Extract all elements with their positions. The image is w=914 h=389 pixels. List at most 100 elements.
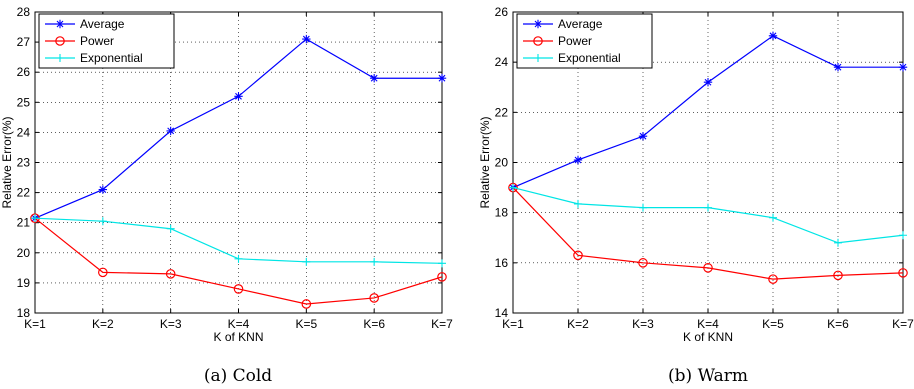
y-tick-label: 22 — [495, 105, 509, 119]
legend-swatch-marker — [55, 36, 65, 46]
data-point — [301, 299, 312, 309]
y-tick-label: 16 — [495, 256, 509, 270]
legend-label: Exponential — [80, 51, 143, 65]
data-point — [165, 269, 176, 279]
data-point — [369, 293, 379, 303]
y-tick-label: 14 — [495, 306, 509, 320]
data-point — [369, 74, 379, 83]
y-tick-label: 28 — [17, 5, 31, 19]
legend-label: Average — [558, 17, 603, 31]
series-exponential — [509, 183, 907, 247]
data-point — [769, 213, 777, 222]
x-tick-label: K=4 — [697, 317, 719, 331]
legend-label: Power — [558, 34, 592, 48]
y-tick-label: 18 — [17, 306, 31, 320]
data-point — [233, 284, 244, 294]
data-point — [234, 92, 243, 101]
y-tick-label: 27 — [17, 35, 31, 49]
series-line — [34, 217, 443, 305]
y-tick-label: 26 — [495, 5, 509, 19]
y-tick-label: 20 — [17, 246, 31, 260]
legend-swatch-marker — [533, 19, 543, 29]
data-point — [166, 126, 175, 136]
x-tick-label: K=3 — [160, 317, 182, 331]
x-tick-label: K=7 — [892, 317, 914, 331]
y-tick-label: 26 — [17, 65, 31, 79]
data-point — [573, 155, 583, 165]
data-point — [768, 31, 778, 41]
data-point — [898, 62, 908, 72]
x-tick-label: K=7 — [431, 317, 453, 331]
y-tick-label: 23 — [17, 156, 31, 170]
legend-label: Power — [80, 34, 114, 48]
data-point — [834, 238, 842, 247]
legend-swatch-marker — [56, 54, 64, 62]
y-tick-label: 18 — [495, 206, 509, 220]
data-point — [703, 78, 713, 87]
data-point — [703, 263, 713, 273]
x-tick-label: K=5 — [295, 317, 317, 331]
data-point — [833, 62, 843, 72]
data-point — [574, 199, 582, 208]
y-tick-label: 20 — [495, 156, 509, 170]
data-point — [509, 183, 517, 192]
legend-label: Exponential — [558, 51, 621, 65]
legend-swatch-marker — [55, 19, 65, 29]
legend: Average Power Exponential — [516, 13, 653, 69]
chart-panel-warm: 14 16 18 20 22 24 26 K=1 K=2 K=3 K=4 K=5 K=6 K=7 K of … — [478, 5, 914, 386]
x-tick-label: K=6 — [827, 317, 849, 331]
data-point — [638, 258, 648, 268]
data-point — [508, 182, 518, 193]
data-point — [833, 270, 843, 281]
series-power — [30, 213, 447, 309]
data-point — [98, 267, 108, 278]
data-point — [302, 257, 311, 266]
y-tick-label: 22 — [17, 186, 31, 200]
x-tick-label: K=5 — [762, 317, 784, 331]
legend-label: Average — [80, 17, 125, 31]
data-point — [573, 250, 583, 261]
x-tick-label: K=2 — [92, 317, 114, 331]
y-axis-label: Relative Error(%) — [0, 116, 14, 208]
y-axis-label: Relative Error(%) — [478, 116, 492, 208]
data-point — [438, 259, 446, 268]
x-tick-label: K=1 — [24, 317, 46, 331]
x-axis-label: K of KNN — [683, 330, 733, 344]
x-tick-label: K=1 — [502, 317, 524, 331]
data-point — [768, 274, 778, 284]
x-axis-label: K of KNN — [213, 330, 263, 344]
data-point — [166, 224, 175, 233]
data-point — [98, 185, 108, 194]
x-tick-label: K=2 — [567, 317, 589, 331]
legend-swatch-marker — [533, 36, 543, 46]
data-point — [302, 34, 311, 44]
series-line — [512, 187, 904, 244]
y-tick-label: 24 — [495, 55, 509, 69]
data-point — [437, 272, 447, 282]
series-power — [508, 182, 908, 284]
data-point — [98, 217, 107, 226]
legend-swatch-marker — [534, 54, 542, 62]
y-tick-label: 21 — [17, 216, 31, 230]
data-point — [370, 257, 379, 266]
data-point — [639, 203, 647, 212]
data-point — [704, 203, 712, 212]
data-point — [898, 268, 908, 278]
data-point — [31, 214, 39, 223]
y-tick-label: 25 — [17, 95, 31, 109]
y-tick-label: 24 — [17, 125, 31, 139]
series-line — [512, 187, 904, 280]
series-exponential — [31, 214, 446, 268]
data-point — [638, 131, 648, 141]
data-point — [899, 231, 907, 240]
panel-caption: (a) Cold — [204, 366, 272, 386]
data-point — [437, 74, 447, 83]
legend: Average Power Exponential — [38, 13, 175, 69]
panel-caption: (b) Warm — [668, 366, 748, 386]
x-tick-label: K=3 — [632, 317, 654, 331]
y-tick-label: 19 — [17, 276, 31, 290]
chart-panel-cold: 18 19 20 21 22 23 24 25 26 27 28 K=1 K=2 K=3 K=4 K=5 K=6… — [0, 5, 453, 386]
data-point — [234, 254, 243, 263]
x-tick-label: K=4 — [228, 317, 250, 331]
